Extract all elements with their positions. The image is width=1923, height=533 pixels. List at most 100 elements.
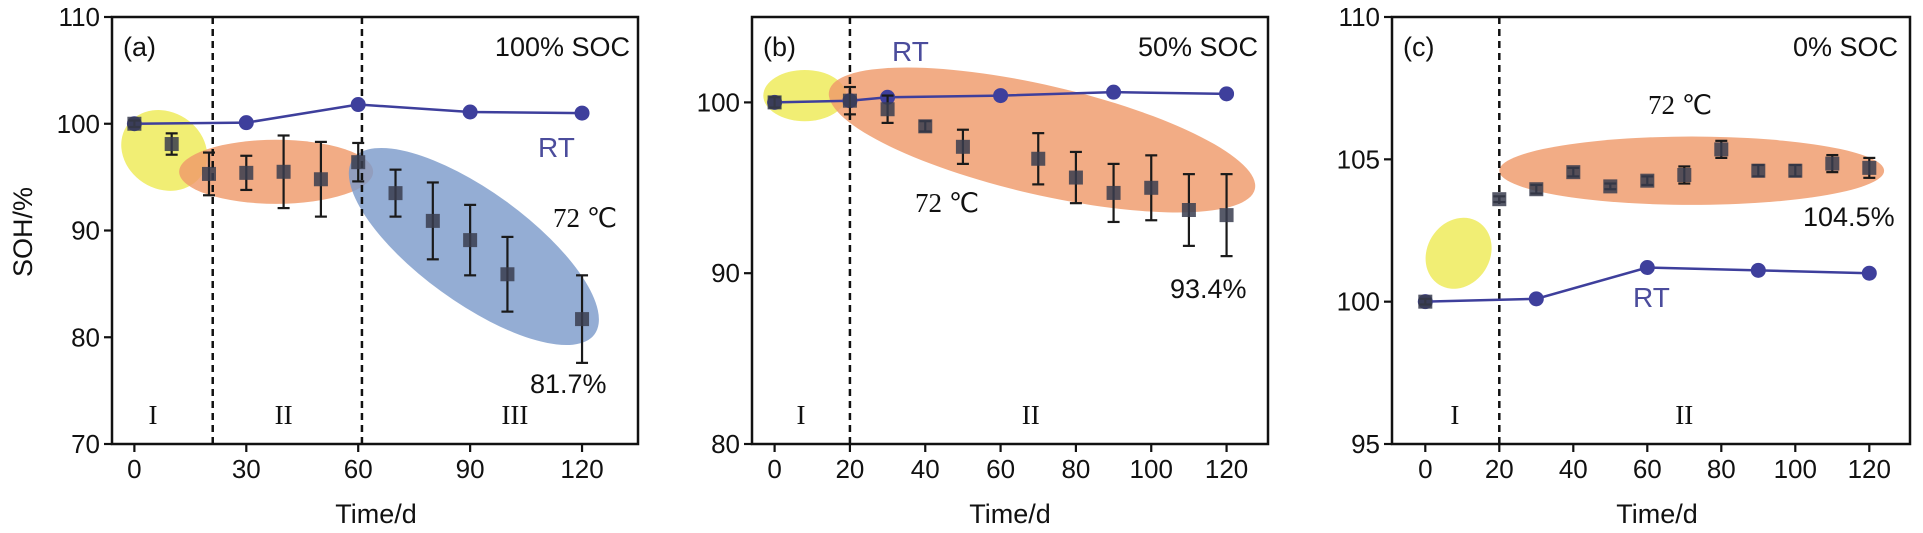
- data-point-72c: [1068, 170, 1083, 185]
- stage-label: III: [501, 400, 528, 430]
- x-tick-label: 40: [1559, 454, 1588, 484]
- soc-label: 50% SOC: [1138, 32, 1258, 62]
- x-axis-label: Time/d: [335, 499, 417, 529]
- data-point-72c: [1181, 203, 1196, 218]
- data-point-72c: [276, 164, 291, 179]
- 72c-series: [127, 116, 590, 364]
- y-tick-label: 100: [1337, 287, 1380, 317]
- panel-label: (c): [1403, 32, 1434, 62]
- x-tick-label: 80: [1061, 454, 1090, 484]
- plot-frame: [1390, 15, 1912, 446]
- stage-dividers: [211, 17, 364, 444]
- stage-label: I: [1450, 400, 1459, 430]
- data-point-72c: [201, 166, 216, 181]
- data-point-72c: [1566, 165, 1581, 180]
- data-point-72c: [388, 186, 403, 201]
- rt-label: RT: [892, 36, 929, 67]
- rt-point: [1861, 265, 1877, 281]
- data-point-72c: [1031, 151, 1046, 166]
- stage-ii-highlight: [1499, 136, 1885, 205]
- y-tick-label: 80: [711, 429, 740, 459]
- x-tick-label: 0: [127, 454, 141, 484]
- x-axis-label: Time/d: [1616, 499, 1698, 529]
- stage-label: I: [149, 400, 158, 430]
- plot-frame: [750, 15, 1270, 446]
- y-tick-label: 105: [1337, 144, 1380, 174]
- data-point-72c: [1714, 142, 1729, 157]
- data-point-72c: [1751, 163, 1766, 178]
- x-tick-label: 60: [986, 454, 1015, 484]
- stage-label: II: [275, 400, 293, 430]
- data-point-72c: [313, 172, 328, 187]
- data-point-72c: [1862, 160, 1877, 175]
- x-axis-label: Time/d: [969, 499, 1051, 529]
- 72c-series: [767, 85, 1234, 258]
- x-tick-label: 120: [1205, 454, 1248, 484]
- data-point-72c: [463, 233, 478, 248]
- y-tick-label: 110: [1339, 2, 1380, 32]
- x-tick-label: 120: [1848, 454, 1891, 484]
- data-point-72c: [767, 95, 782, 110]
- rt-point: [574, 105, 590, 121]
- y-tick-label: 110: [59, 2, 100, 32]
- final-value-label: 81.7%: [530, 369, 607, 399]
- final-value-label: 104.5%: [1803, 202, 1895, 232]
- data-point-72c: [239, 165, 254, 180]
- stage-i-highlight: [1425, 217, 1492, 289]
- stage-label: II: [1022, 400, 1040, 430]
- rt-line: [774, 90, 1227, 104]
- stage-highlights: [763, 67, 1256, 213]
- data-point-72c: [955, 139, 970, 154]
- x-tick-label: 20: [835, 454, 864, 484]
- temp-label: 72 ℃: [1648, 90, 1712, 120]
- panel-label: (a): [123, 32, 156, 62]
- rt-point: [1639, 260, 1655, 276]
- data-point-72c: [500, 267, 515, 282]
- data-point-72c: [1529, 182, 1544, 197]
- rt-point: [993, 88, 1009, 104]
- stage-ii-highlight: [179, 139, 374, 204]
- data-point-72c: [842, 93, 857, 108]
- y-tick-label: 90: [71, 216, 100, 246]
- rt-point: [1106, 84, 1122, 100]
- 72c-series: [1418, 139, 1877, 309]
- temp-label: 72 ℃: [553, 203, 617, 233]
- y-tick-label: 90: [711, 258, 740, 288]
- final-value-label: 93.4%: [1170, 274, 1247, 304]
- data-point-72c: [1603, 179, 1618, 194]
- temp-label: 72 ℃: [915, 188, 979, 218]
- rt-point: [238, 115, 254, 131]
- x-tick-label: 100: [1130, 454, 1173, 484]
- stage-i-highlight: [763, 69, 847, 122]
- x-tick-label: 90: [456, 454, 485, 484]
- data-point-72c: [1492, 192, 1507, 207]
- stage-label: II: [1675, 400, 1693, 430]
- data-point-72c: [1825, 156, 1840, 171]
- data-point-72c: [1788, 163, 1803, 178]
- x-tick-label: 60: [1633, 454, 1662, 484]
- data-point-72c: [425, 213, 440, 228]
- x-tick-label: 80: [1707, 454, 1736, 484]
- soc-label: 100% SOC: [495, 32, 630, 62]
- data-point-72c: [880, 102, 895, 117]
- data-point-72c: [1144, 180, 1159, 195]
- stage-highlights: [1425, 136, 1885, 289]
- rt-label: RT: [538, 132, 575, 163]
- panel-label: (b): [763, 32, 796, 62]
- x-tick-label: 100: [1774, 454, 1817, 484]
- x-tick-label: 0: [1418, 454, 1432, 484]
- data-point-72c: [918, 119, 933, 134]
- data-point-72c: [1219, 208, 1234, 223]
- data-point-72c: [1640, 173, 1655, 188]
- rt-point: [1750, 262, 1766, 278]
- y-tick-label: 95: [1351, 429, 1380, 459]
- data-point-72c: [1677, 167, 1692, 182]
- rt-series: [126, 97, 590, 132]
